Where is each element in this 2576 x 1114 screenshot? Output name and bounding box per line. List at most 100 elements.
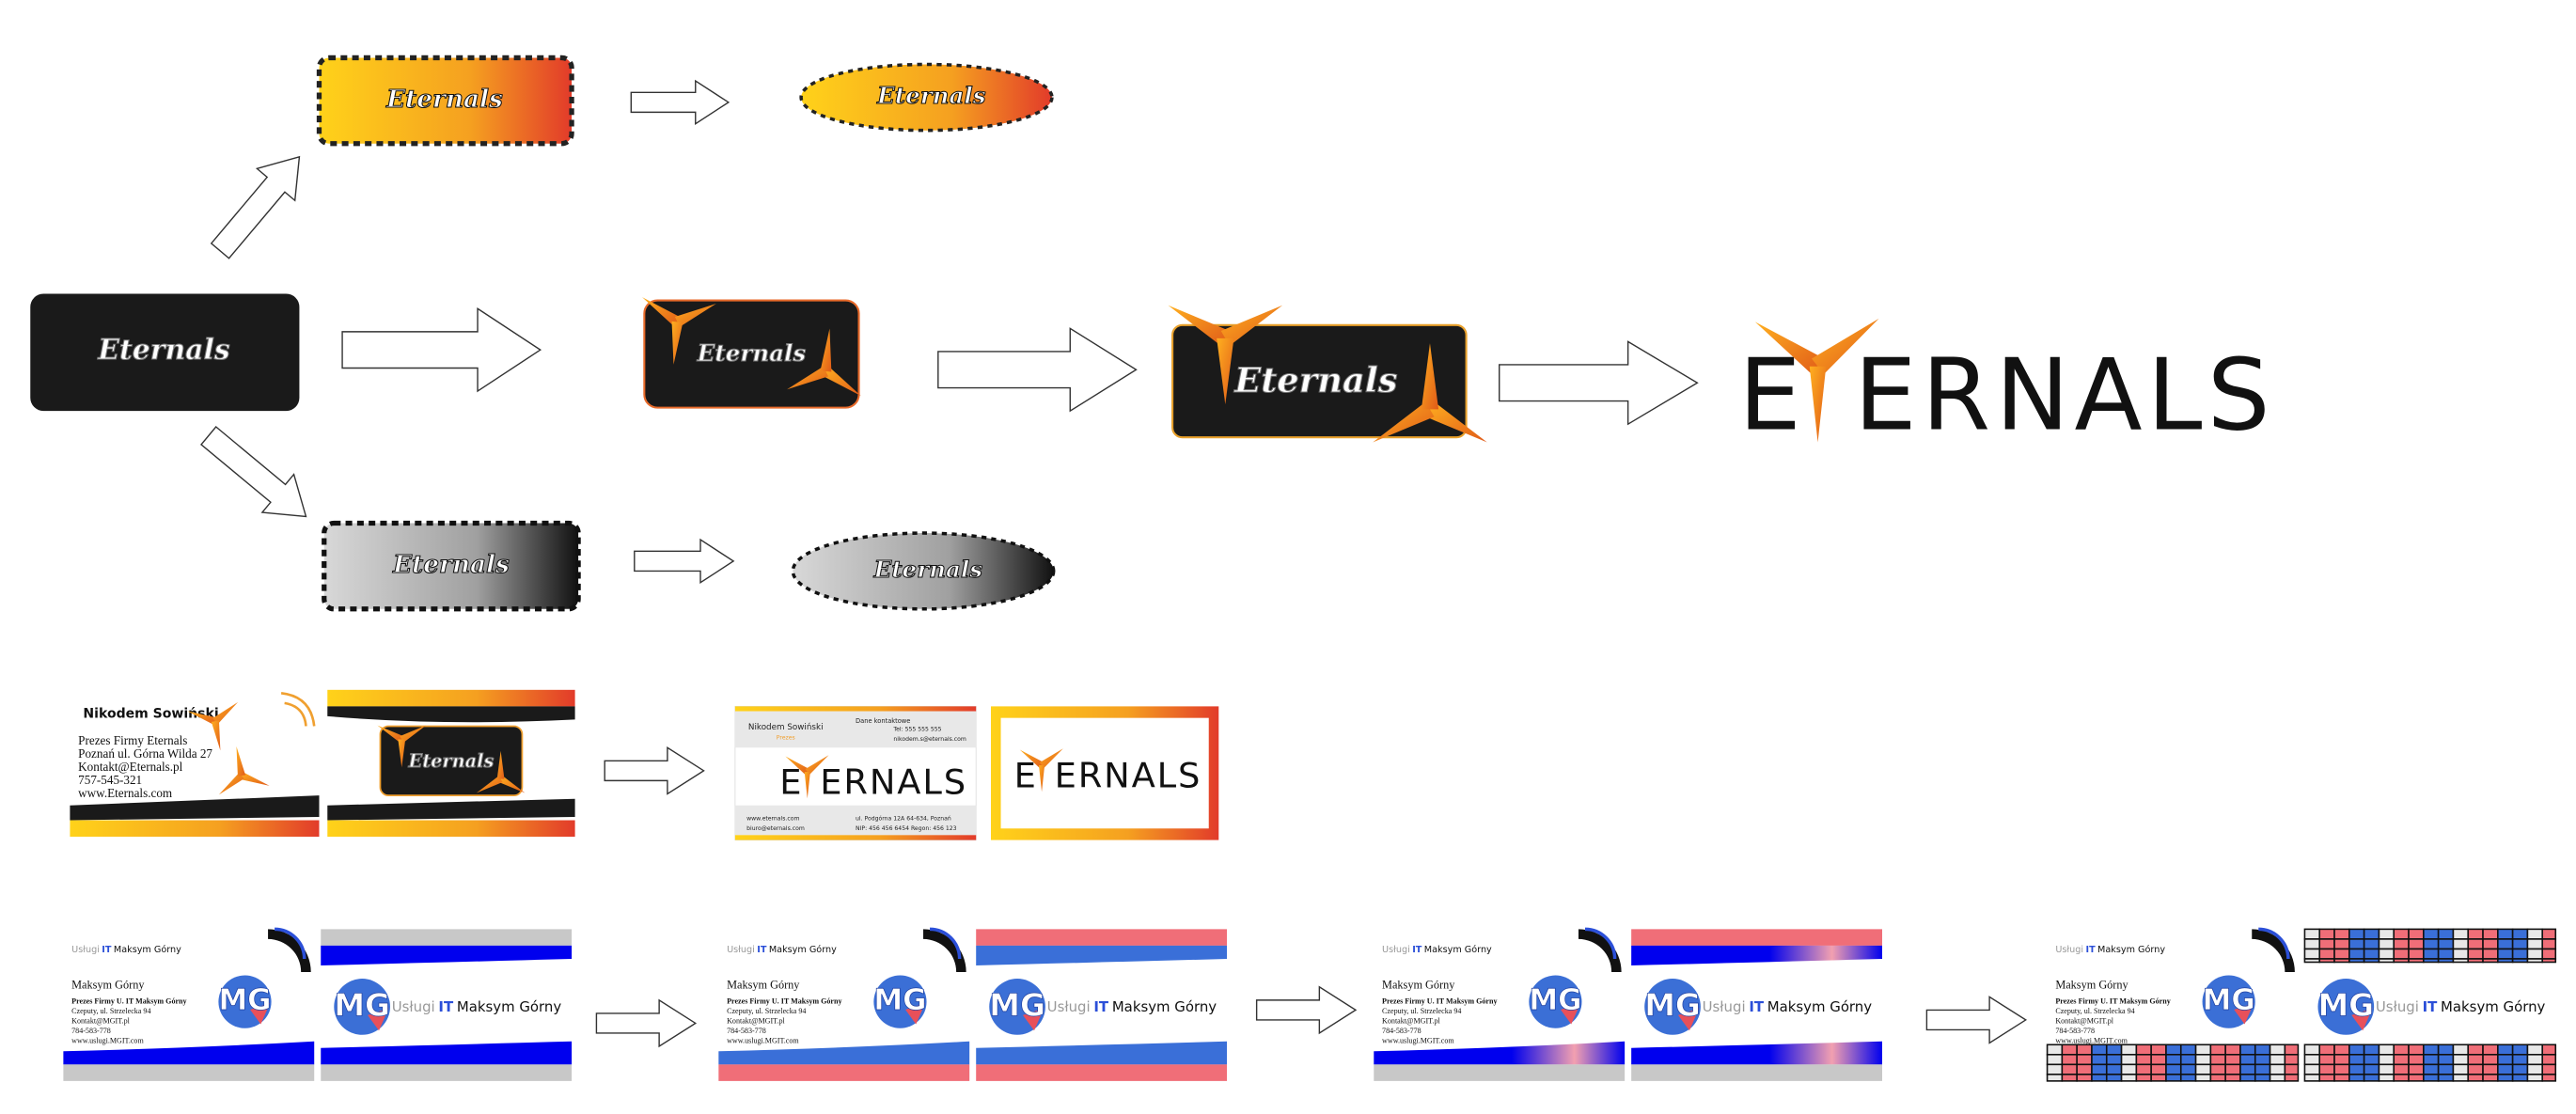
mosaic-cell xyxy=(2423,938,2440,950)
mg-monogram: MG xyxy=(334,987,390,1023)
mosaic-cell xyxy=(2408,948,2425,960)
mosaic-cell xyxy=(2318,958,2335,964)
mosaic-cell xyxy=(2437,948,2455,960)
mg-card-back: MG Usługi IT Maksym Górny xyxy=(1631,929,1882,1081)
mosaic-cell xyxy=(2467,1043,2484,1056)
card-line: www.uslugi.MGIT.com xyxy=(71,1037,144,1045)
mg-brand: Usługi IT Maksym Górny xyxy=(392,998,562,1015)
mosaic-cell xyxy=(2269,1063,2286,1075)
card-arc xyxy=(268,929,311,973)
mosaic-cell xyxy=(2363,948,2380,960)
card-arc xyxy=(929,927,962,960)
wordmark-y-arm xyxy=(804,772,810,799)
logo-box xyxy=(30,293,300,412)
mosaic-cell xyxy=(2526,958,2544,964)
mg-brand: Usługi IT Maksym Górny xyxy=(2055,944,2165,955)
mosaic-cell xyxy=(2318,1043,2335,1056)
mosaic-cell xyxy=(2526,948,2544,960)
wordmark-first: E xyxy=(1738,337,1801,452)
mosaic-cell xyxy=(2378,958,2395,964)
wordmark-y-arm xyxy=(1039,748,1063,768)
mosaic-cell xyxy=(2194,1063,2212,1075)
mosaic-cell xyxy=(2224,1054,2241,1066)
card-band xyxy=(1631,945,1882,965)
mosaic-cell xyxy=(2076,1054,2093,1066)
mg-monogram: MG xyxy=(2203,983,2255,1017)
star-point xyxy=(1373,401,1435,443)
mosaic-cell xyxy=(2318,928,2335,940)
mosaic-cell xyxy=(2318,938,2335,950)
mosaic-cell xyxy=(2303,1043,2321,1056)
mosaic-cell xyxy=(2467,938,2484,950)
mg-monogram: MG xyxy=(989,987,1045,1023)
card-ornament xyxy=(280,692,316,727)
mg-brand: Usługi IT Maksym Górny xyxy=(1382,944,1492,955)
card-line: Czeputy, ul. Strzelecka 94 xyxy=(2055,1007,2134,1015)
logo-text: Eternals xyxy=(392,550,510,579)
mosaic-cell xyxy=(2423,1043,2440,1056)
mosaic-cell xyxy=(2120,1074,2138,1082)
mosaic-cell xyxy=(2348,1043,2365,1056)
mosaic-cell xyxy=(2393,948,2410,960)
mosaic-cell xyxy=(2511,958,2529,964)
card-band xyxy=(976,945,1228,965)
mg-brand: Usługi IT Maksym Górny xyxy=(1703,998,1873,1015)
logo-stars-small: Eternals xyxy=(642,297,861,409)
arrow xyxy=(634,538,735,585)
mosaic-cell xyxy=(2105,1054,2123,1066)
mosaic-cell xyxy=(2408,1074,2425,1082)
mosaic-cell xyxy=(2541,1074,2557,1082)
wordmark-y-arm xyxy=(1812,318,1879,375)
arrow xyxy=(595,998,698,1048)
mosaic-cell xyxy=(2363,928,2380,940)
card-line: www.uslugi.MGIT.com xyxy=(727,1037,799,1045)
mosaic-cell xyxy=(2150,1054,2167,1066)
mosaic-cell xyxy=(2209,1054,2226,1066)
mg-brand-prefix: Usługi xyxy=(1382,945,1410,955)
mosaic-cell xyxy=(2254,1043,2271,1056)
mosaic-cell xyxy=(2423,1063,2440,1075)
card-band xyxy=(321,1041,573,1065)
mosaic-cell xyxy=(2393,1043,2410,1056)
star-point xyxy=(1217,337,1234,405)
mosaic-cell xyxy=(2091,1043,2108,1056)
mosaic-cell xyxy=(2076,1074,2093,1082)
mosaic-cell xyxy=(2511,1063,2529,1075)
mg-monogram: MG xyxy=(2318,987,2375,1023)
card-line: www.uslugi.MGIT.com xyxy=(1382,1037,1454,1045)
mosaic-cell xyxy=(2452,938,2470,950)
mosaic-cell xyxy=(2091,1054,2108,1066)
mosaic-cell xyxy=(2076,1043,2093,1056)
wordmark-y-arm xyxy=(1809,366,1827,443)
star-point xyxy=(218,772,244,795)
mosaic-cell xyxy=(2408,938,2425,950)
star-point xyxy=(240,772,270,786)
logo-ellipse xyxy=(791,531,1056,611)
mosaic-cell xyxy=(2482,948,2499,960)
mosaic-cell xyxy=(2511,1043,2529,1056)
mosaic-cell xyxy=(2467,928,2484,940)
mosaic-cell xyxy=(2437,938,2455,950)
mosaic-cell xyxy=(2363,958,2380,964)
card-arc xyxy=(923,929,966,973)
mosaic-cell xyxy=(2135,1074,2152,1082)
card-band xyxy=(321,1064,573,1081)
mosaic-cell xyxy=(2393,938,2410,950)
mosaic-cell xyxy=(2165,1063,2182,1075)
mosaic-cell xyxy=(2046,1054,2064,1066)
card-arc xyxy=(2258,927,2290,960)
mg-brand-it: IT xyxy=(1093,998,1109,1015)
wordmark-y-arm xyxy=(1754,322,1824,375)
card-band xyxy=(63,1041,315,1065)
logo-text: Eternals xyxy=(876,82,986,109)
mosaic-cell xyxy=(2497,1054,2514,1066)
mosaic-cell xyxy=(2526,938,2544,950)
card-line: Prezes Firmy U. IT Maksym Górny xyxy=(2055,996,2170,1005)
card-line: Czeputy, ul. Strzelecka 94 xyxy=(727,1007,806,1015)
mosaic-cell xyxy=(2393,1063,2410,1075)
mosaic-cell xyxy=(2269,1054,2286,1066)
card-band xyxy=(70,795,320,821)
mosaic-cell xyxy=(2135,1043,2152,1056)
mosaic-cell xyxy=(2165,1043,2182,1056)
